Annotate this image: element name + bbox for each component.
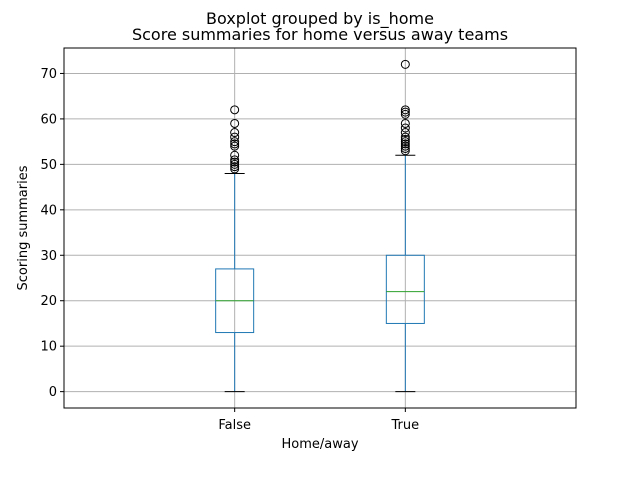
y-tick-label: 0 (49, 385, 57, 400)
outlier-point (400, 118, 410, 128)
box-layer (215, 59, 425, 393)
y-tick-label: 60 (40, 112, 57, 127)
iqr-box (385, 254, 425, 324)
outlier-point (400, 59, 410, 69)
y-tick-label: 70 (40, 67, 57, 82)
y-tick-label: 40 (40, 203, 57, 218)
x-axis-label: Home/away (281, 437, 358, 452)
outlier-point (400, 105, 410, 115)
outlier-point (230, 150, 240, 160)
outlier-point (400, 128, 410, 138)
outlier-point (230, 105, 240, 115)
outlier-point (400, 109, 410, 119)
outlier-point (400, 141, 410, 151)
outlier-point (230, 141, 240, 151)
outlier-point (230, 137, 240, 147)
y-tick-label: 10 (40, 340, 57, 355)
outlier-point (230, 128, 240, 138)
y-tick-label: 20 (40, 294, 57, 309)
grid-layer (64, 48, 576, 408)
chart-title: Score summaries for home versus away tea… (132, 25, 508, 44)
x-tick-label: True (391, 418, 420, 433)
outlier-point (230, 139, 240, 149)
outlier-point (230, 132, 240, 142)
outlier-point (400, 146, 410, 156)
tick-layer: 0 10 20 30 40 50 60 70 False True (40, 67, 419, 433)
outlier-point (400, 139, 410, 149)
outlier-point (230, 157, 240, 167)
outlier-point (400, 134, 410, 144)
outlier-point (400, 123, 410, 133)
outlier-point (400, 107, 410, 117)
x-tick-label: False (218, 418, 251, 433)
outlier-point (230, 162, 240, 172)
outlier-point (230, 118, 240, 128)
plot-frame (63, 47, 577, 409)
outlier-point (230, 155, 240, 165)
y-tick-label: 50 (40, 158, 57, 173)
outlier-point (400, 132, 410, 142)
outlier-point (400, 143, 410, 153)
outlier-point (230, 164, 240, 174)
chart-suptitle: Boxplot grouped by is_home (206, 9, 434, 29)
y-axis-label: Scoring summaries (16, 165, 31, 290)
outlier-point (230, 159, 240, 169)
y-tick-label: 30 (40, 249, 57, 264)
outlier-point (400, 137, 410, 147)
